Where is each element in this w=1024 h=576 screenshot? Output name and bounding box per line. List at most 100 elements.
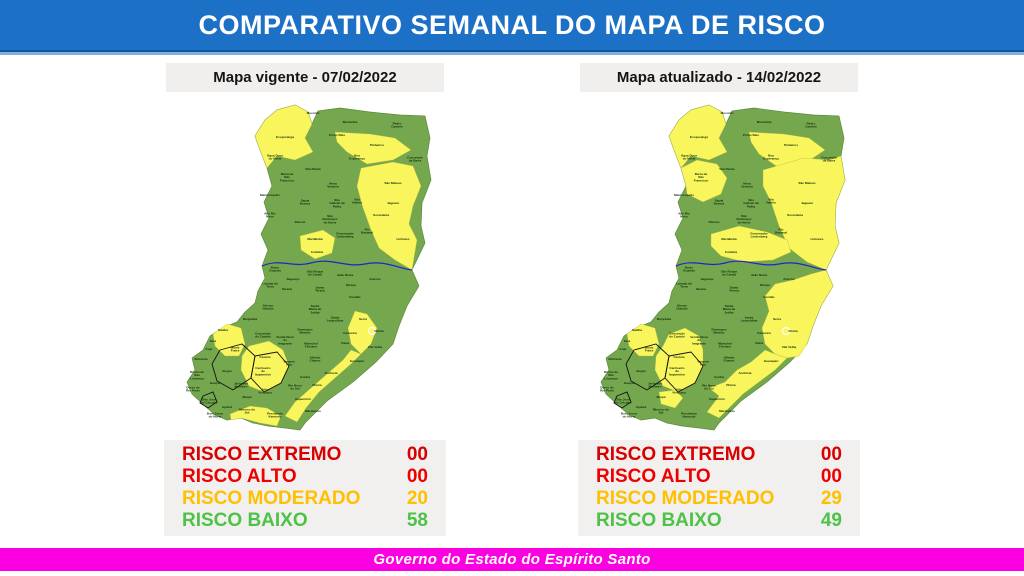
municipality-label: São Roque do Canaã (307, 269, 323, 276)
legend-row-extreme: RISCO EXTREMO 00 (182, 444, 428, 466)
municipality-label: Colatina (311, 250, 323, 254)
municipality-label: Vila Valério (352, 197, 362, 204)
municipality-label: Mucurici (307, 111, 320, 115)
legend-label: RISCO MODERADO (596, 488, 775, 509)
municipality-label: Ibitirama (195, 357, 208, 361)
municipality-label: Águia Branca (300, 197, 311, 205)
legend-row-moderate: RISCO MODERADO 20 (182, 488, 428, 510)
municipality-label: Nova Venécia (741, 181, 753, 188)
panel-atualizado: Mapa atualizado - 14/02/2022 Mucurici Mon… (512, 63, 926, 536)
municipality-label: Serra (359, 317, 367, 321)
municipality-label: São Mateus (798, 181, 815, 185)
municipality-label: Afonso Cláudio (676, 303, 687, 310)
municipality-label: Vila Velha (782, 345, 797, 349)
municipality-label: São Mateus (384, 181, 401, 185)
municipality-label: Governador Lindenberg (336, 231, 354, 238)
municipality-label: São José do Calçado (201, 397, 218, 404)
municipality-label: Linhares (811, 237, 824, 241)
municipality-label: Jaguaré (801, 201, 813, 205)
municipality-label: Cariacica (343, 331, 357, 335)
risk-map-atualizado: Mucurici Montanha Pedro Canário Conceição da … (579, 98, 859, 436)
municipality-label: Castelo (673, 355, 684, 359)
legend-label: RISCO ALTO (596, 466, 711, 487)
legend-atualizado: RISCO EXTREMO 00 RISCO ALTO 00 RISCO MOD… (578, 440, 860, 536)
municipality-label: Rio Bananal (775, 227, 787, 234)
municipality-label: Domingos Martins (711, 327, 726, 334)
legend-label: RISCO EXTREMO (182, 444, 342, 465)
rio-doce-river (261, 260, 413, 271)
municipality-label: Irupi (206, 347, 213, 351)
municipality-label: Vila Valério (766, 197, 776, 204)
municipality-label: Pancas (295, 220, 306, 224)
municipality-label: Muniz Freire (645, 345, 654, 352)
municipality-label: São Domingos do Norte (322, 214, 337, 225)
municipality-label: Guarapari (350, 359, 365, 363)
municipality-label: Água Doce do Norte (267, 152, 283, 160)
municipality-label: Iúna (210, 339, 217, 343)
municipality-label: Santa Leopoldina (327, 315, 344, 322)
highlighted-municipality-borders (199, 343, 290, 409)
municipality-label: Boa Esperança (349, 153, 365, 160)
municipality-label: Piúma (726, 383, 736, 387)
legend-row-low: RISCO BAIXO 49 (596, 510, 842, 532)
legend-vigente: RISCO EXTREMO 00 RISCO ALTO 00 RISCO MOD… (164, 440, 446, 536)
municipality-label: Governador Lindenberg (750, 231, 768, 238)
municipality-label: João Neiva (751, 273, 768, 277)
municipality-label: Barra de São Francisco (280, 172, 295, 183)
municipality-label: Conceição do Castelo (669, 331, 685, 338)
municipality-label: Dores do Rio Preto (186, 385, 200, 392)
municipality-label: Venda Nova do Imigrante (276, 335, 294, 346)
municipality-label: Ponto Belo (329, 133, 345, 137)
municipality-label: Nova Venécia (327, 181, 339, 188)
municipality-label: Itapemirim (709, 397, 725, 401)
municipality-labels: Mucurici Montanha Pedro Canário Conceição da … (600, 111, 837, 419)
municipality-label: Afonso Cláudio (262, 303, 273, 310)
municipality-label: Santa Leopoldina (741, 315, 758, 322)
municipality-label: Viana (755, 341, 763, 345)
map-title-atualizado: Mapa atualizado - 14/02/2022 (580, 63, 858, 92)
municipality-label: Iconha (300, 375, 310, 379)
municipality-label: Baixo Guandu (269, 265, 281, 272)
municipality-label: Barra de São Francisco (694, 172, 709, 183)
municipality-label: Pedro Canário (391, 121, 403, 128)
legend-row-high: RISCO ALTO 00 (182, 466, 428, 488)
municipality-label: Alfredo Chaves (723, 355, 734, 362)
municipality-label: Aracruz (783, 277, 795, 281)
municipality-label: Laranja da Terra (676, 281, 692, 288)
municipality-label: Iconha (714, 375, 724, 379)
map-title-vigente: Mapa vigente - 07/02/2022 (166, 63, 444, 92)
risk-map-vigente: Mucurici Montanha Pedro Canário Conceição da … (165, 98, 445, 436)
page-title: COMPARATIVO SEMANAL DO MAPA DE RISCO (198, 9, 826, 40)
municipality-label: Mucurici (721, 111, 734, 115)
capital-marker (781, 326, 791, 336)
municipality-label: Venda Nova do Imigrante (690, 335, 708, 346)
municipality-label: Apiacá (636, 405, 646, 409)
municipality-label: Divino de São Lourenço (604, 370, 618, 381)
municipality-label: Guaçuí (210, 381, 221, 385)
municipality-label: Conceição do Castelo (255, 331, 271, 338)
municipality-label: Jerônimo Monteiro (648, 381, 662, 388)
municipality-label: Pinheiros (784, 143, 798, 147)
municipality-label: Presidente Kennedy (681, 411, 697, 418)
municipality-label: Castelo (259, 355, 270, 359)
municipality-label: Brejetuba (657, 317, 672, 321)
legend-value: 00 (406, 444, 428, 465)
municipality-labels: Mucurici Montanha Pedro Canário Conceição da … (186, 111, 423, 419)
municipality-label: Ponto Belo (743, 133, 759, 137)
municipality-label: Alto Rio Novo (264, 211, 276, 218)
municipality-label: Guarapari (764, 359, 779, 363)
municipality-label: Pinheiros (370, 143, 384, 147)
municipality-label: Muniz Freire (231, 345, 240, 352)
comparison-area: Mapa vigente - 07/02/2022 Mucurici Montan… (98, 63, 926, 536)
municipality-label: Serra (773, 317, 781, 321)
municipality-label: Apiacá (222, 405, 232, 409)
legend-row-extreme: RISCO EXTREMO 00 (596, 444, 842, 466)
municipality-label: Santa Maria de Jetibá (723, 304, 736, 315)
municipality-label: Mantenópolis (674, 193, 694, 197)
header-accent-stripe-dark (0, 50, 1024, 52)
municipality-label: Jaguaré (387, 201, 399, 205)
municipality-label: Fundão (349, 295, 360, 299)
municipality-label: Bom Jesus do Norte (207, 411, 224, 418)
municipality-label: Cariacica (757, 331, 771, 335)
municipality-label: Cachoeiro de Itapemirim (669, 366, 685, 377)
